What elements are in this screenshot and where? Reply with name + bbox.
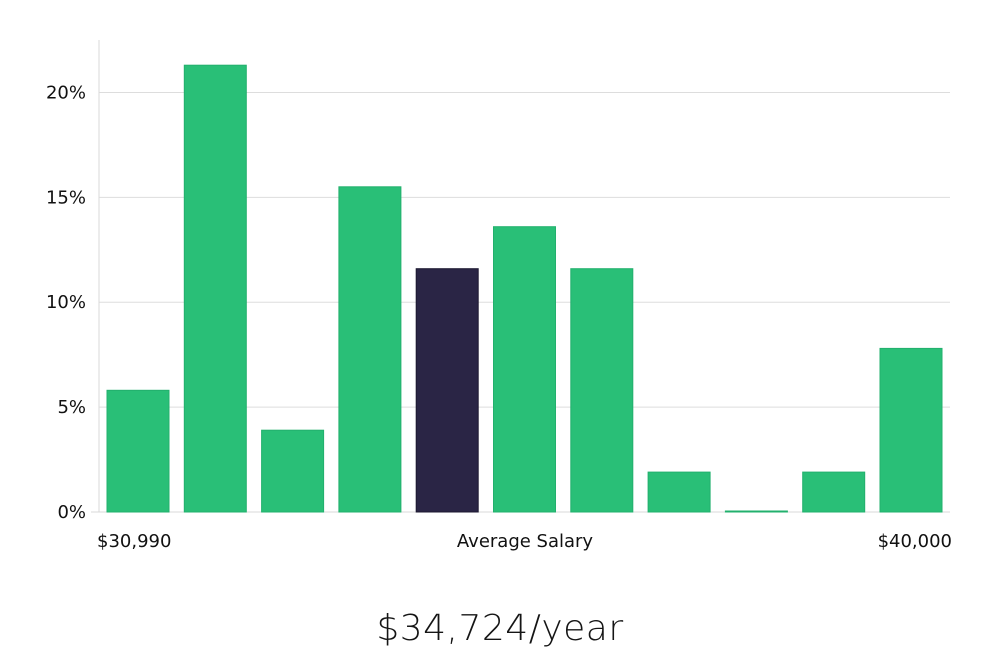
bar xyxy=(647,471,711,513)
bar xyxy=(879,347,943,513)
bars xyxy=(106,64,943,513)
salary-histogram: 0% 5% 10% 15% 20% $30,990 Average Salary $40… xyxy=(46,40,952,552)
y-tick-label: 5% xyxy=(57,397,86,418)
x-label-center: Average Salary xyxy=(457,531,594,552)
bar xyxy=(338,186,402,513)
bar xyxy=(106,389,170,513)
x-label-max: $40,000 xyxy=(878,531,952,552)
bar xyxy=(724,510,788,513)
bar-average-salary xyxy=(415,268,479,513)
y-tick-label: 20% xyxy=(46,82,86,103)
bar xyxy=(261,429,325,513)
bar xyxy=(570,268,634,513)
y-tick-labels: 0% 5% 10% 15% 20% xyxy=(46,82,86,523)
y-tick-label: 0% xyxy=(57,502,86,523)
average-salary-headline: $34,724/year xyxy=(376,608,624,649)
bar xyxy=(493,226,556,513)
bar xyxy=(183,64,247,513)
y-tick-label: 15% xyxy=(46,187,86,208)
y-tick-label: 10% xyxy=(46,292,86,313)
x-label-min: $30,990 xyxy=(97,531,171,552)
bar xyxy=(802,471,866,513)
